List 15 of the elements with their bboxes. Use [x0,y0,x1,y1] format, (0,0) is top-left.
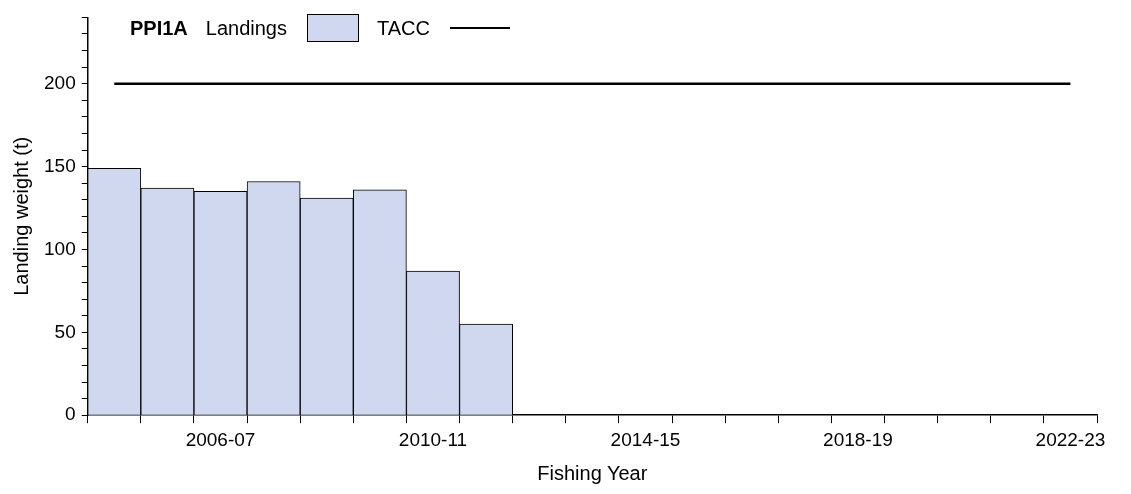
legend-label: Landings [205,16,287,40]
y-tick-label: 100 [44,237,76,259]
y-tick-label: 150 [44,154,76,176]
y-axis-title: Landing weight (t) [9,136,32,296]
y-tick-label: 50 [54,320,76,342]
x-tick-label: 2014-15 [610,428,681,450]
x-axis-title: Fishing Year [537,461,648,484]
x-tick-label: 2018-19 [823,428,893,450]
legend-label: TACC [377,16,430,40]
x-tick-label: 2006-07 [185,428,256,450]
chart-title: PPI1A [130,16,188,40]
y-tick-label: 0 [65,403,76,425]
x-tick-label: 2022-23 [1035,428,1106,450]
y-tick-label: 200 [44,71,76,93]
x-tick-label: 2010-11 [398,428,468,450]
